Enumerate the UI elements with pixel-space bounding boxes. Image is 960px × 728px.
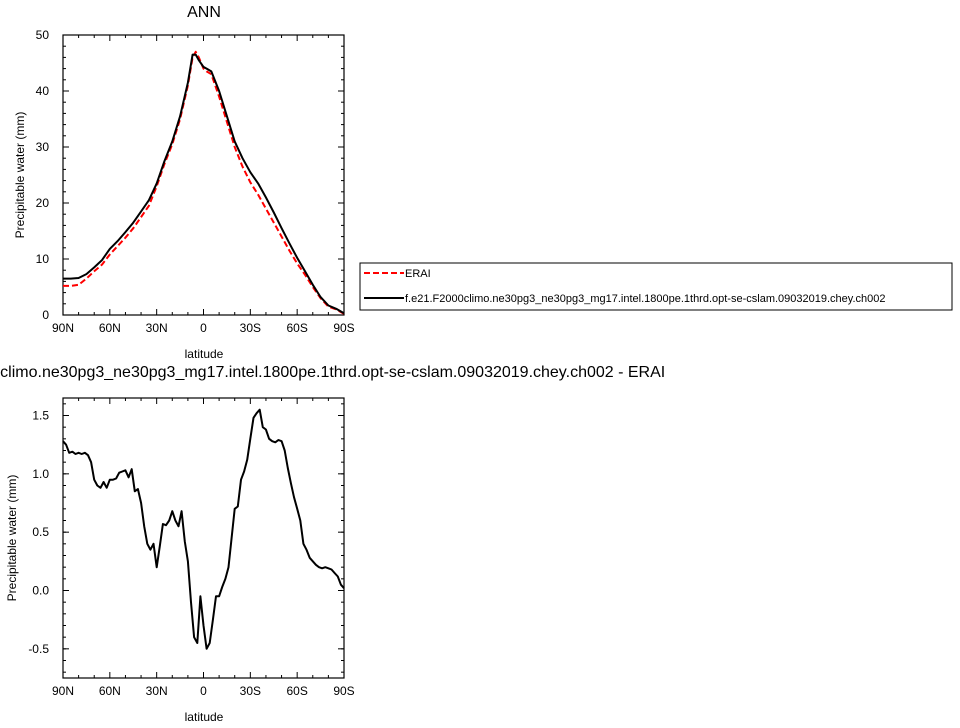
title-top: ANN [187,4,221,21]
y-tick-label: 0.0 [32,584,49,598]
x-tick-label: 0 [200,321,207,335]
x-tick-label: 90N [52,684,74,698]
y-tick-label: 1.0 [32,467,49,481]
legend-box [359,262,953,311]
legend-label-erai: ERAI [405,268,431,280]
y-tick-label: 10 [36,252,50,266]
x-tick-label: 60S [286,321,307,335]
x-tick-label: 30S [240,321,261,335]
panel-bottom: f.e21.F2000climo.ne30pg3_ne30pg3_mg17.in… [0,364,665,724]
series-lines-top [63,50,345,315]
x-tick-label: 90S [333,321,354,335]
y-tick-label: 30 [36,140,50,154]
y-tick-label: 0.5 [32,525,49,539]
y-tick-label: 40 [36,84,50,98]
legend-label-model: f.e21.F2000climo.ne30pg3_ne30pg3_mg17.in… [405,293,885,305]
y-tick-label: 20 [36,196,50,210]
series-line-top-0 [63,50,345,315]
series-lines-bottom [62,408,345,650]
y-tick-label: -0.5 [28,642,49,656]
x-tick-label: 0 [200,684,207,698]
plot-frame-top [62,34,345,316]
x-tick-label: 30N [146,321,168,335]
x-tick-label: 60S [286,684,307,698]
x-tick-label: 30S [240,684,261,698]
x-tick-label: 30N [146,684,168,698]
series-line-bottom-0 [62,408,345,650]
ylabel-top: Precipitable water (mm) [13,112,27,239]
x-tick-label: 60N [99,684,121,698]
x-tick-label: 90S [333,684,354,698]
xlabel-top: latitude [185,347,224,361]
x-tick-label: 60N [99,321,121,335]
panel-top: ANN 90N 60N 30N 0 30S 60S 90S 0 10 20 30 40 50 latit… [13,4,355,361]
y-tick-label: 1.5 [32,409,49,423]
xlabel-bottom: latitude [185,710,224,724]
title-bottom: f.e21.F2000climo.ne30pg3_ne30pg3_mg17.in… [0,364,665,381]
series-line-top-1 [63,53,345,315]
ticks-top: 90N 60N 30N 0 30S 60S 90S 0 10 20 30 40 50 [36,28,355,335]
legend: ERAI f.e21.F2000climo.ne30pg3_ne30pg3_mg… [359,262,953,311]
ylabel-bottom: Precipitable water (mm) [5,475,19,602]
ticks-bottom: 90N 60N 30N 0 30S 60S 90S -0.5 0.0 0.5 1.0 1.5 [28,398,355,698]
y-tick-label: 50 [36,28,50,42]
y-tick-label: 0 [42,308,49,322]
x-tick-label: 90N [52,321,74,335]
